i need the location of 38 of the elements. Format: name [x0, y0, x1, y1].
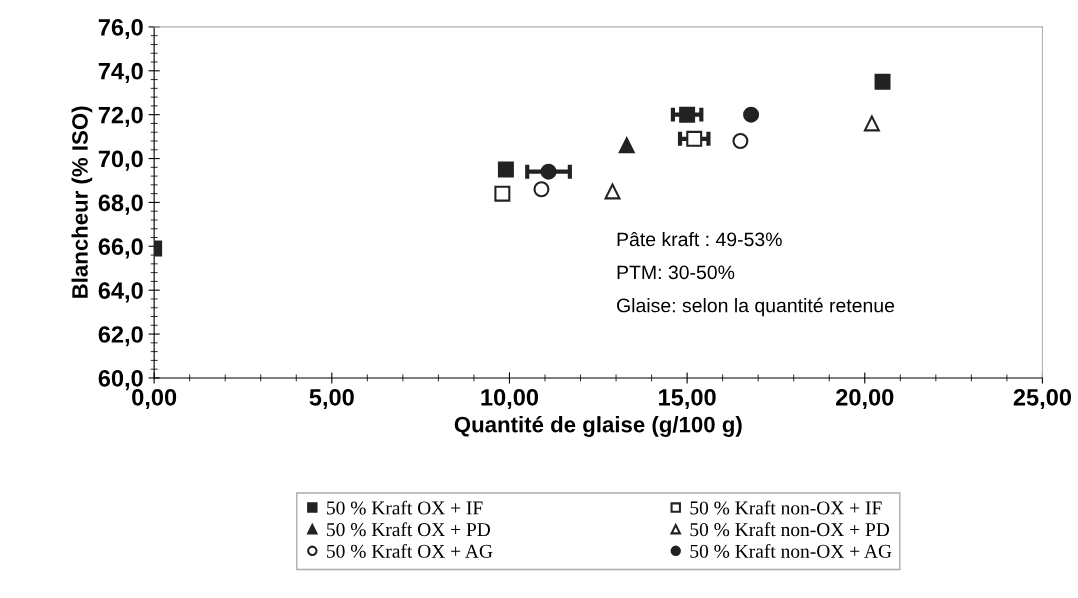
point — [540, 163, 557, 180]
point — [604, 183, 621, 200]
annotation: PTM: 30-50% — [617, 265, 735, 280]
x-tick-label: 15,00 — [659, 388, 716, 410]
legend-label: 50 % Kraft non-OX + AG — [690, 543, 892, 558]
point — [679, 106, 696, 123]
legend-label: 50 % Kraft OX + PD — [327, 522, 491, 537]
x-tick-label: 10,00 — [481, 388, 539, 410]
legend-label: 50 % Kraft OX + AG — [327, 543, 493, 558]
y-tick-label: 70,0 — [98, 150, 143, 171]
y-tick-label: 68,0 — [98, 194, 143, 215]
x-tick-label: 25,00 — [1013, 388, 1071, 410]
point — [618, 137, 635, 154]
x-axis-title: Quantité de glaise (g/100 g) — [454, 415, 742, 437]
point — [494, 185, 511, 202]
x-tick-label: 5,00 — [309, 388, 354, 410]
legend-label: 50 % Kraft non-OX + IF — [690, 500, 882, 515]
point — [686, 130, 703, 147]
point — [874, 73, 891, 90]
y-tick-label: 66,0 — [98, 238, 143, 259]
y-tick-label: 62,0 — [98, 326, 143, 347]
point — [533, 181, 550, 198]
legend-label: 50 % Kraft OX + IF — [327, 500, 483, 515]
point — [732, 133, 749, 149]
y-tick-label: 60,0 — [98, 370, 143, 391]
x-tick-label: 20,00 — [836, 388, 894, 410]
y-tick-label: 64,0 — [98, 282, 143, 303]
legend-label: 50 % Kraft non-OX + PD — [690, 522, 890, 537]
x-tick-label: 0,00 — [132, 388, 177, 410]
annotation: Glaise: selon la quantité retenue — [617, 297, 895, 317]
y-tick-label: 76,0 — [98, 18, 143, 40]
annotation: Pâte kraft : 49-53% — [617, 231, 782, 247]
point — [743, 106, 760, 123]
point — [497, 161, 514, 178]
y-tick-label: 72,0 — [98, 106, 143, 127]
y-axis-title: Blancheur (% ISO) — [71, 106, 93, 298]
y-tick-label: 74,0 — [98, 62, 143, 83]
point — [863, 115, 880, 132]
